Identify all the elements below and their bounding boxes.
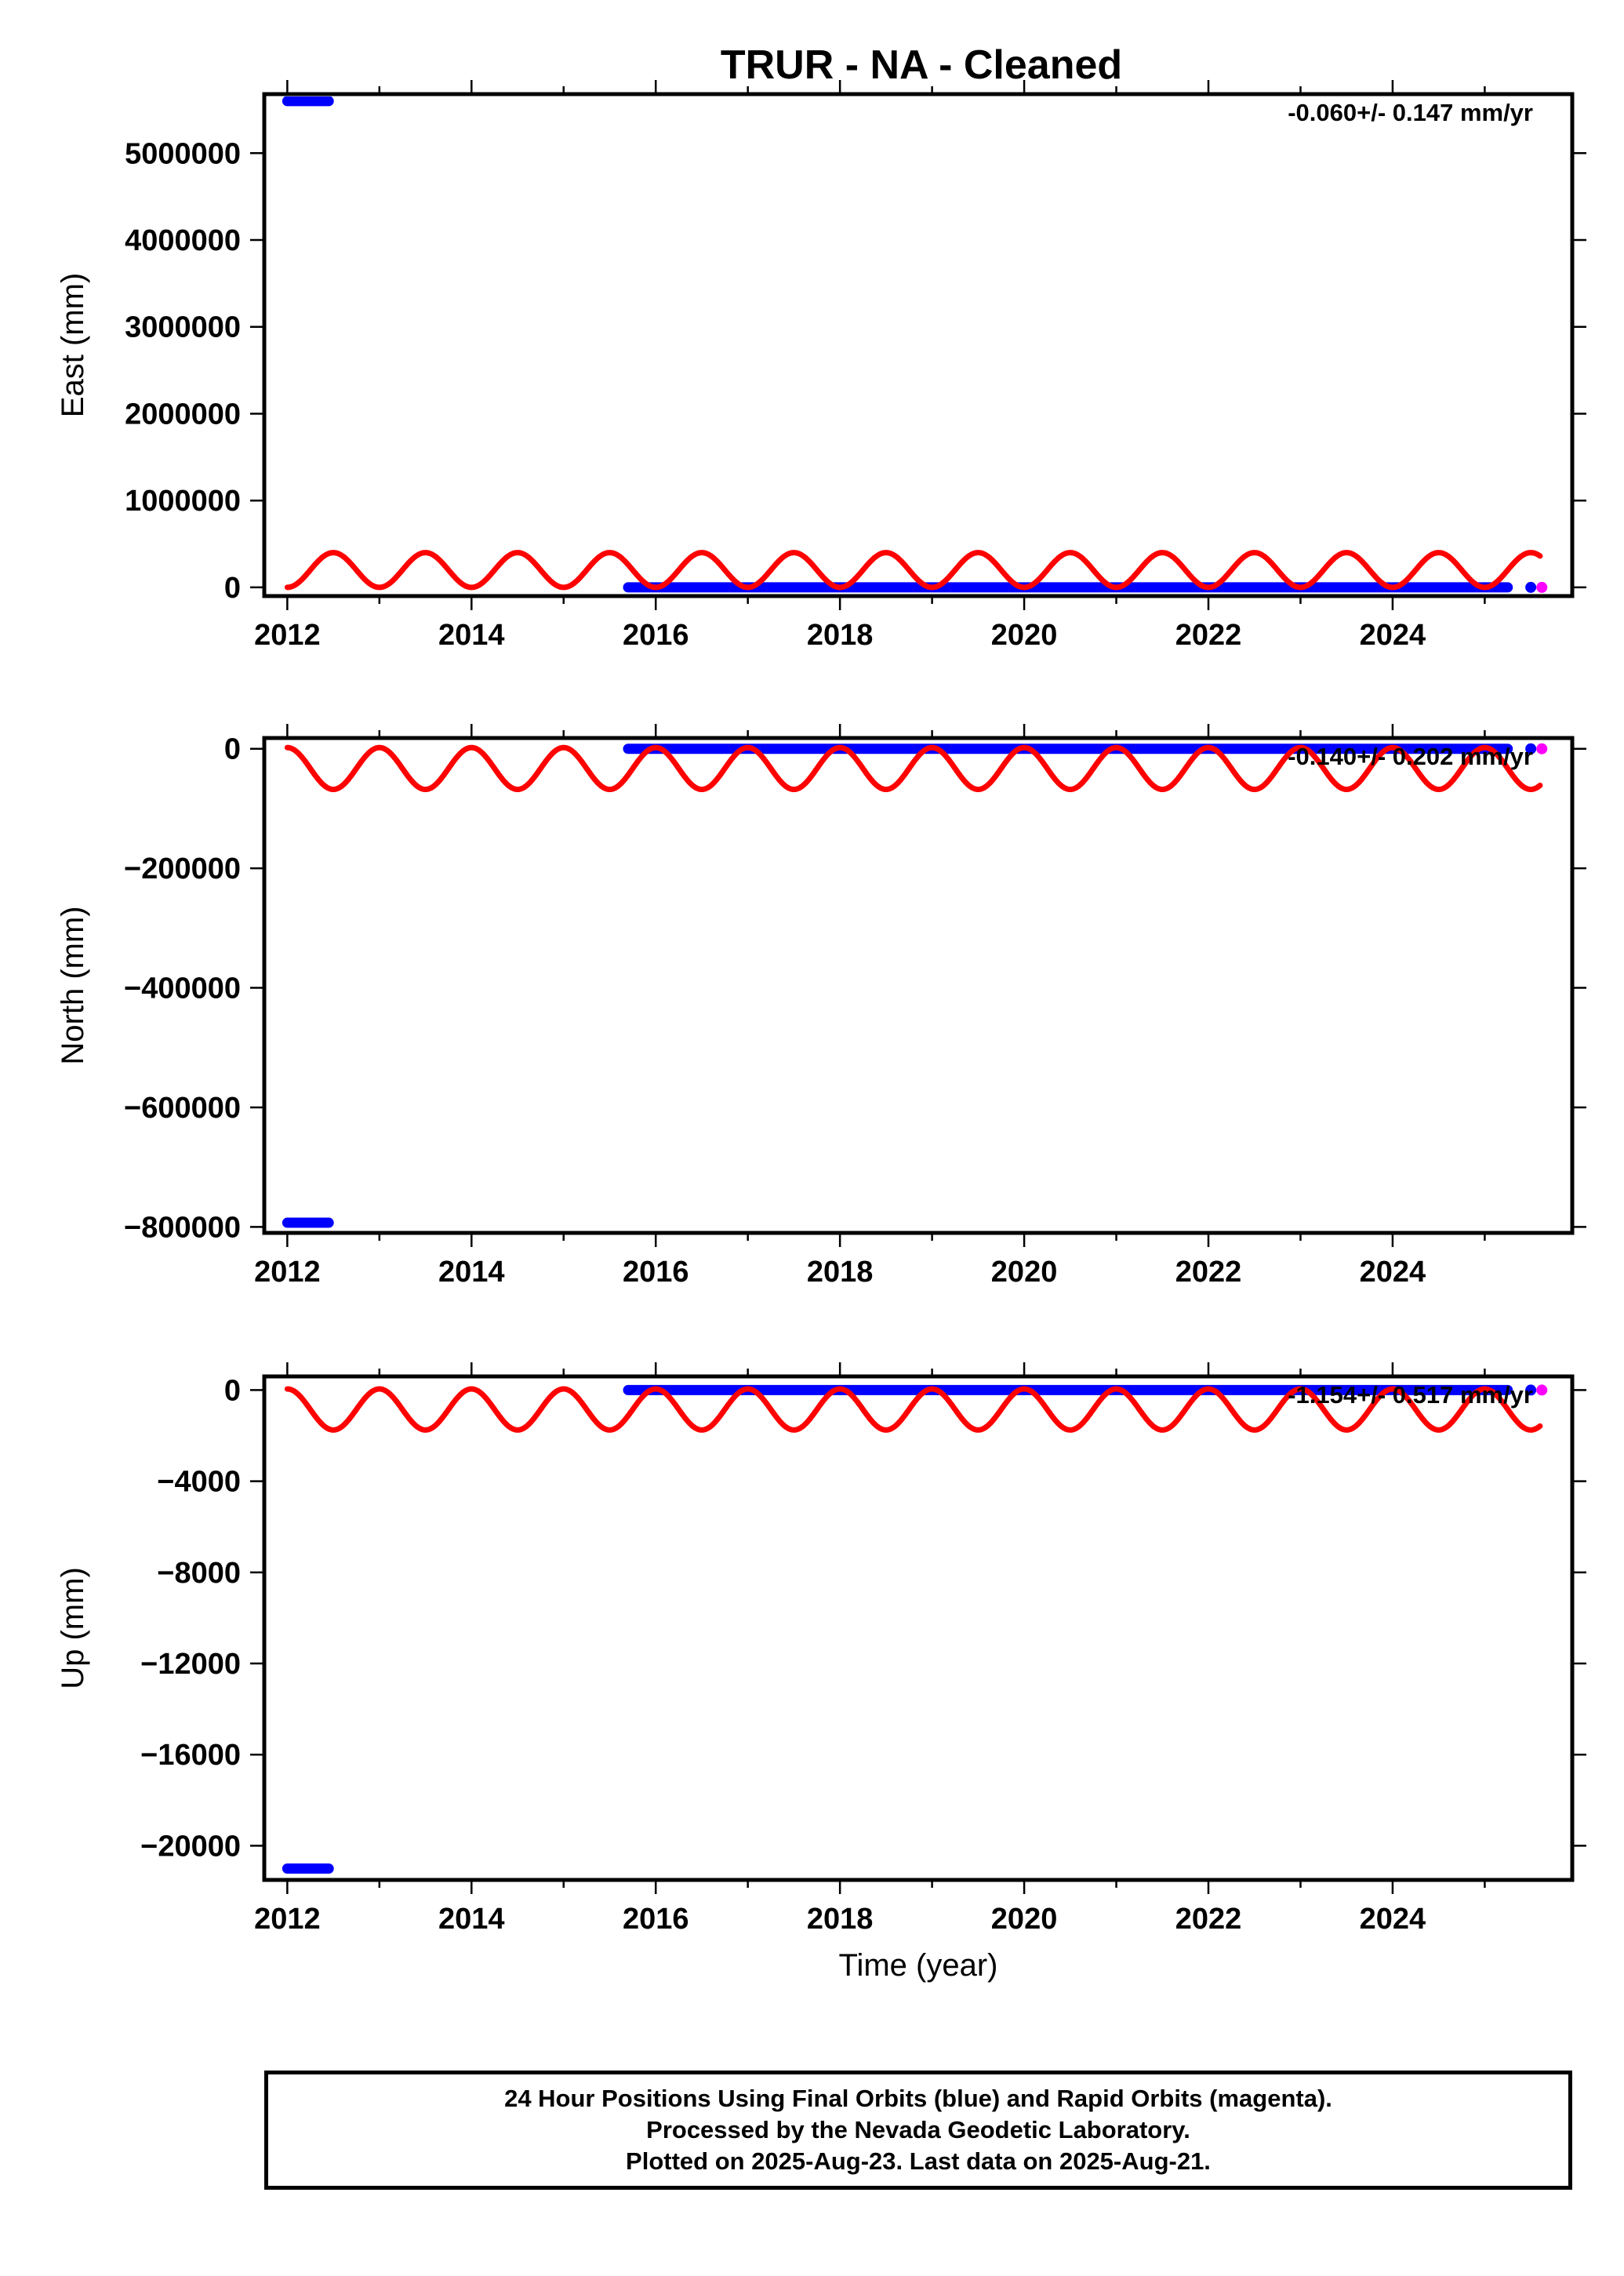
footer-line-3: Plotted on 2025-Aug-23. Last data on 202… [626,2147,1211,2175]
y-tick-label: 0 [224,733,241,766]
footer-line-1: 24 Hour Positions Using Final Orbits (bl… [504,2085,1332,2112]
panels: 2012 2014 2016 2018 2020 2022 2024 0 1000000 2000… [56,80,1586,1983]
x-tick-label: 2016 [623,619,689,652]
x-tick-label: 2018 [807,619,874,652]
x-tick-label: 2014 [438,1903,505,1936]
x-axis-label: Time (year) [839,1948,998,1983]
x-tick-label: 2022 [1175,1256,1242,1289]
plot-area [282,743,1548,1228]
x-tick-label: 2020 [991,619,1058,652]
panel-north: 2012 2014 2016 2018 2020 2022 2024 0 −200000 −400… [56,724,1586,1289]
y-tick-label: −16000 [140,1739,241,1772]
panel-east: 2012 2014 2016 2018 2020 2022 2024 0 1000000 2000… [56,80,1586,652]
x-tick-label: 2014 [438,1256,505,1289]
y-tick-label: −20000 [140,1830,241,1863]
y-tick-label: 3000000 [125,311,241,344]
y-tick-label: 5000000 [125,137,241,170]
velocity-label: -0.060+/- 0.147 mm/yr [1288,99,1533,126]
x-tick-label: 2020 [991,1903,1058,1936]
y-tick-label: −800000 [124,1211,241,1244]
seasonal-fit-line [284,744,1543,792]
x-tick-label: 2012 [254,619,321,652]
rapid-orbit-point [1536,743,1548,754]
y-tick-label: 4000000 [125,224,241,257]
y-axis-label: North (mm) [56,906,90,1064]
y-tick-label: 1000000 [125,485,241,518]
x-tick-label: 2024 [1360,1903,1426,1936]
rapid-orbit-point [1536,1384,1548,1396]
x-tick-label: 2024 [1360,1256,1426,1289]
seasonal-fit-line [284,1386,1543,1433]
plot-frame [262,1374,1575,1882]
plot-area [282,96,1548,593]
x-tick-label: 2020 [991,1256,1058,1289]
x-tick-label: 2014 [438,619,505,652]
y-tick-label: −600000 [124,1092,241,1125]
plot-frame [262,92,1575,598]
y-tick-label: −4000 [157,1466,241,1499]
velocity-label: -1.154+/- 0.517 mm/yr [1288,1381,1533,1409]
y-tick-label: −400000 [124,973,241,1005]
y-tick-label: 0 [224,1374,241,1407]
x-tick-label: 2012 [254,1256,321,1289]
final-orbit-point [1525,743,1537,754]
y-tick-label: 0 [224,572,241,605]
chart-title: TRUR - NA - Cleaned [721,42,1122,88]
footer-box: 24 Hour Positions Using Final Orbits (bl… [264,2071,1572,2190]
x-tick-label: 2022 [1175,1903,1242,1936]
final-orbit-point [1525,581,1537,593]
x-tick-label: 2016 [623,1256,689,1289]
y-tick-label: −12000 [140,1648,241,1681]
plot-area [282,1384,1548,1874]
panel-up: 2012 2014 2016 2018 2020 2022 2024 0 −4000 −8000 −… [56,1362,1586,1983]
x-tick-label: 2024 [1360,619,1426,652]
y-axis-label: Up (mm) [56,1567,90,1689]
plot-frame [262,736,1575,1235]
y-axis-label: East (mm) [56,273,90,417]
y-tick-label: −200000 [124,853,241,885]
velocity-label: -0.140+/- 0.202 mm/yr [1288,743,1533,770]
y-tick-label: 2000000 [125,398,241,431]
x-tick-label: 2018 [807,1256,874,1289]
y-tick-label: −8000 [157,1557,241,1590]
x-tick-label: 2018 [807,1903,874,1936]
x-tick-label: 2022 [1175,619,1242,652]
x-tick-label: 2012 [254,1903,321,1936]
rapid-orbit-point [1536,581,1548,593]
x-tick-label: 2016 [623,1903,689,1936]
seasonal-fit-line [284,550,1543,591]
footer-line-2: Processed by the Nevada Geodetic Laborat… [646,2116,1190,2143]
final-orbit-point [1525,1384,1537,1396]
